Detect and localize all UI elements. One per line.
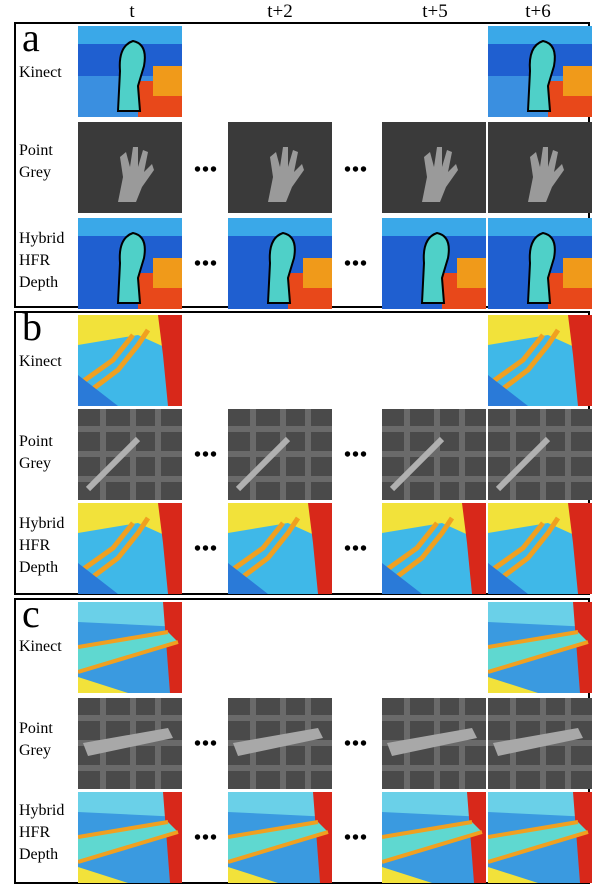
column-header-t-plus-6: t+6 <box>525 1 551 22</box>
point-grey-frame-t-plus-6 <box>488 122 592 213</box>
ellipsis-dots: ••• <box>193 444 218 466</box>
point-grey-frame-t-plus-2 <box>228 698 332 789</box>
panel-c: c Kinect Point Grey ••• ••• Hybrid HFR Dept… <box>14 592 592 884</box>
ellipsis-dots: ••• <box>343 444 368 466</box>
hybrid-depth-frame-t <box>78 218 182 309</box>
point-grey-frame-t-plus-6 <box>488 698 592 789</box>
kinect-depth-frame-t-plus-6 <box>488 315 592 406</box>
hybrid-depth-frame-t-plus-2 <box>228 792 332 883</box>
hybrid-depth-frame-t-plus-2 <box>228 503 332 594</box>
hybrid-depth-frame-t-plus-6 <box>488 218 592 309</box>
hybrid-depth-frame-t-plus-5 <box>382 218 486 309</box>
ellipsis-dots: ••• <box>343 538 368 560</box>
row-label-hybrid-hfr-depth: Hybrid HFR Depth <box>19 230 65 291</box>
column-header-t-plus-2: t+2 <box>267 1 293 22</box>
row-label-kinect: Kinect <box>19 353 62 370</box>
point-grey-frame-t-plus-2 <box>228 409 332 500</box>
ellipsis-dots: ••• <box>193 538 218 560</box>
row-label-point-grey: Point Grey <box>19 142 53 181</box>
hybrid-depth-frame-t-plus-2 <box>228 218 332 309</box>
hybrid-depth-frame-t <box>78 503 182 594</box>
point-grey-frame-t-plus-5 <box>382 409 486 500</box>
hybrid-depth-frame-t <box>78 792 182 883</box>
panel-b: b Kinect Point Grey ••• ••• Hybrid HFR Dept… <box>14 305 592 595</box>
row-label-point-grey: Point Grey <box>19 720 53 759</box>
panel-letter: c <box>22 591 40 636</box>
column-header-t: t <box>129 1 135 22</box>
hybrid-depth-frame-t-plus-5 <box>382 792 486 883</box>
kinect-depth-frame-t <box>78 315 182 406</box>
hybrid-depth-frame-t-plus-5 <box>382 503 486 594</box>
ellipsis-dots: ••• <box>193 159 218 181</box>
column-header-t-plus-5: t+5 <box>422 1 448 22</box>
ellipsis-dots: ••• <box>193 733 218 755</box>
kinect-depth-frame-t <box>78 602 182 693</box>
ellipsis-dots: ••• <box>343 159 368 181</box>
point-grey-frame-t <box>78 409 182 500</box>
point-grey-frame-t-plus-5 <box>382 698 486 789</box>
ellipsis-dots: ••• <box>193 253 218 275</box>
point-grey-frame-t-plus-5 <box>382 122 486 213</box>
kinect-depth-frame-t-plus-6 <box>488 26 592 117</box>
point-grey-frame-t-plus-6 <box>488 409 592 500</box>
panel-a: a Kinect Point Grey ••• ••• Hybrid HFR Dept… <box>14 16 592 309</box>
hybrid-depth-frame-t-plus-6 <box>488 792 592 883</box>
row-label-hybrid-hfr-depth: Hybrid HFR Depth <box>19 802 65 863</box>
ellipsis-dots: ••• <box>343 253 368 275</box>
point-grey-frame-t-plus-2 <box>228 122 332 213</box>
point-grey-frame-t <box>78 698 182 789</box>
panel-letter: b <box>22 304 42 349</box>
row-label-hybrid-hfr-depth: Hybrid HFR Depth <box>19 515 65 576</box>
row-label-point-grey: Point Grey <box>19 433 53 472</box>
ellipsis-dots: ••• <box>343 827 368 849</box>
hybrid-depth-frame-t-plus-6 <box>488 503 592 594</box>
kinect-depth-frame-t <box>78 26 182 117</box>
point-grey-frame-t <box>78 122 182 213</box>
row-label-kinect: Kinect <box>19 64 62 81</box>
kinect-depth-frame-t-plus-6 <box>488 602 592 693</box>
ellipsis-dots: ••• <box>193 827 218 849</box>
panel-letter: a <box>22 15 40 60</box>
row-label-kinect: Kinect <box>19 638 62 655</box>
ellipsis-dots: ••• <box>343 733 368 755</box>
